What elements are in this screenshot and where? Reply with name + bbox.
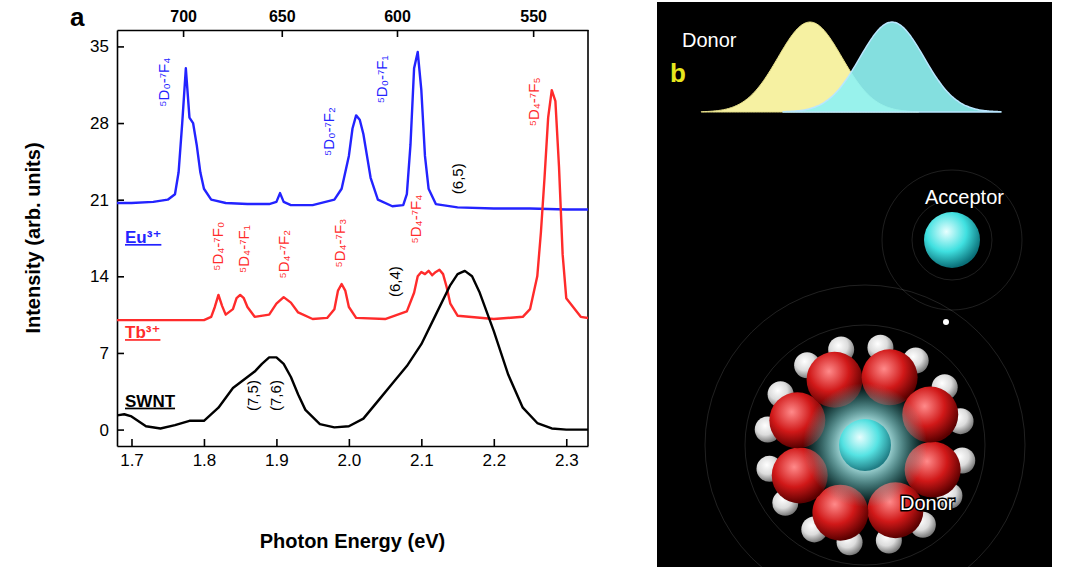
- peak-label: (7,6): [267, 380, 284, 411]
- ring: [745, 325, 985, 565]
- spectrum-line: [117, 52, 588, 210]
- x-axis-tick: 2.0: [338, 439, 362, 470]
- x2-axis-tick-mark: [281, 30, 283, 37]
- peak-label: ⁵D₀-⁷F₁: [373, 55, 390, 103]
- x2-axis-tick-label: 650: [269, 8, 296, 25]
- x2-axis-tick: 550: [520, 8, 547, 37]
- x-axis-tick-label: 2.3: [555, 451, 579, 470]
- peak-label: (6,5): [449, 163, 466, 194]
- acceptor-spectrum: [783, 22, 1001, 112]
- y-axis-title: Intensity (arb. units): [22, 142, 44, 333]
- x2-axis-line: [118, 30, 589, 32]
- panel-label: a: [70, 2, 85, 32]
- acceptor-ion: [924, 212, 980, 268]
- y-axis-tick-label: 14: [90, 267, 109, 286]
- y-axis-tick: 0: [100, 421, 124, 440]
- plot-area: [117, 52, 588, 430]
- y-axis-tick-label: 21: [90, 191, 109, 210]
- x2-axis-tick: 600: [384, 8, 411, 37]
- y-axis-tick: 21: [90, 191, 124, 210]
- x-axis-tick-mark: [276, 439, 278, 446]
- y-axis-tick: 7: [100, 344, 124, 363]
- x2-axis-tick: 650: [269, 8, 296, 37]
- peak-label: ⁵D₄-⁷F₅: [525, 78, 542, 127]
- y-axis-tick-mark: [117, 46, 124, 48]
- y-axis-tick-mark: [117, 199, 124, 201]
- figure: 1.7 1.8 1.9 2.0 2.1 2.2 2.3 700 650 600 550 0 7 14 21 2…: [0, 0, 1070, 569]
- x-axis-tick-mark: [421, 439, 423, 446]
- x-axis-tick-label: 1.7: [120, 451, 144, 470]
- donor-glow: [803, 383, 927, 507]
- peak-label: (6,4): [386, 266, 403, 297]
- x2-axis-tick: 700: [170, 8, 197, 37]
- spectrum-label: Donor: [682, 29, 737, 51]
- y-axis-tick-mark: [117, 276, 124, 278]
- donor-ion: [839, 419, 891, 471]
- x-axis-tick-label: 1.8: [193, 451, 217, 470]
- x2-axis: 700 650 600 550: [118, 8, 589, 37]
- y-axis-tick: 14: [90, 267, 124, 286]
- peak-label: ⁵D₄-⁷F₀: [209, 222, 226, 271]
- diagram-panel: b Donor Acceptor Donor: [657, 2, 1052, 569]
- spark: [943, 319, 949, 325]
- y-axis-tick-mark: [117, 123, 124, 125]
- x-axis-line: [118, 446, 589, 448]
- series-label: Eu³⁺: [125, 228, 161, 247]
- ring: [912, 200, 992, 280]
- x-axis-tick: 1.7: [120, 439, 144, 470]
- ring: [705, 285, 1025, 567]
- x-axis-tick: 2.3: [555, 439, 579, 470]
- peak-label: ⁵D₄-⁷F₃: [331, 219, 348, 268]
- peak-label: (7,5): [244, 380, 261, 411]
- x-axis-tick: 1.9: [265, 439, 289, 470]
- peak-label: ⁵D₀-⁷F₄: [155, 58, 172, 107]
- x-axis-tick: 1.8: [193, 439, 217, 470]
- peak-label: ⁵D₄-⁷F₂: [275, 230, 292, 279]
- x-axis-tick-mark: [131, 439, 133, 446]
- spectrum-line: [117, 90, 588, 320]
- y-axis-tick: 28: [90, 114, 124, 133]
- x-axis-tick-mark: [493, 439, 495, 446]
- x2-axis-tick-mark: [183, 30, 185, 37]
- diagram-art: [701, 22, 1025, 567]
- x2-axis-tick-label: 700: [170, 8, 197, 25]
- donor-label: Donor: [900, 492, 955, 514]
- x-axis-tick-mark: [566, 439, 568, 446]
- y-axis: 0 7 14 21 28 35: [90, 31, 124, 447]
- x2-axis-tick-mark: [533, 30, 535, 37]
- x2-axis-tick-label: 550: [520, 8, 547, 25]
- y-axis-tick-label: 28: [90, 114, 109, 133]
- y-axis-tick-mark: [117, 429, 124, 431]
- ring: [882, 170, 1022, 310]
- x-axis-tick-mark: [349, 439, 351, 446]
- x-axis-tick-mark: [204, 439, 206, 446]
- x-axis-tick: 2.1: [410, 439, 434, 470]
- x-axis-tick-label: 2.1: [410, 451, 434, 470]
- y-axis-tick-label: 7: [100, 344, 109, 363]
- x2-axis-tick-label: 600: [384, 8, 411, 25]
- x-axis-tick-label: 2.0: [338, 451, 362, 470]
- peak-label: ⁵D₀-⁷F₂: [320, 107, 337, 156]
- y-axis-tick-label: 0: [100, 421, 109, 440]
- y-axis-tick: 35: [90, 37, 124, 56]
- x-axis-tick: 2.2: [482, 439, 506, 470]
- y-axis-line: [117, 31, 119, 447]
- x-axis: 1.7 1.8 1.9 2.0 2.1 2.2 2.3: [118, 439, 589, 470]
- y-axis-tick-label: 35: [90, 37, 109, 56]
- panel-label: b: [670, 58, 686, 88]
- y-axis-tick-mark: [117, 353, 124, 355]
- panel-background: [657, 2, 1052, 567]
- peak-label: ⁵D₄-⁷F₁: [235, 225, 252, 273]
- series-label: SWNT: [125, 392, 176, 411]
- x-axis-tick-label: 1.9: [265, 451, 289, 470]
- acceptor-label: Acceptor: [925, 186, 1004, 208]
- peak-label: ⁵D₄-⁷F₄: [407, 195, 424, 244]
- x2-axis-tick-mark: [397, 30, 399, 37]
- frame-right: [587, 30, 589, 446]
- x-axis-title: Photon Energy (eV): [260, 530, 446, 552]
- spectrum-line: [117, 271, 588, 430]
- series-label: Tb³⁺: [125, 323, 160, 342]
- x-axis-tick-label: 2.2: [482, 451, 506, 470]
